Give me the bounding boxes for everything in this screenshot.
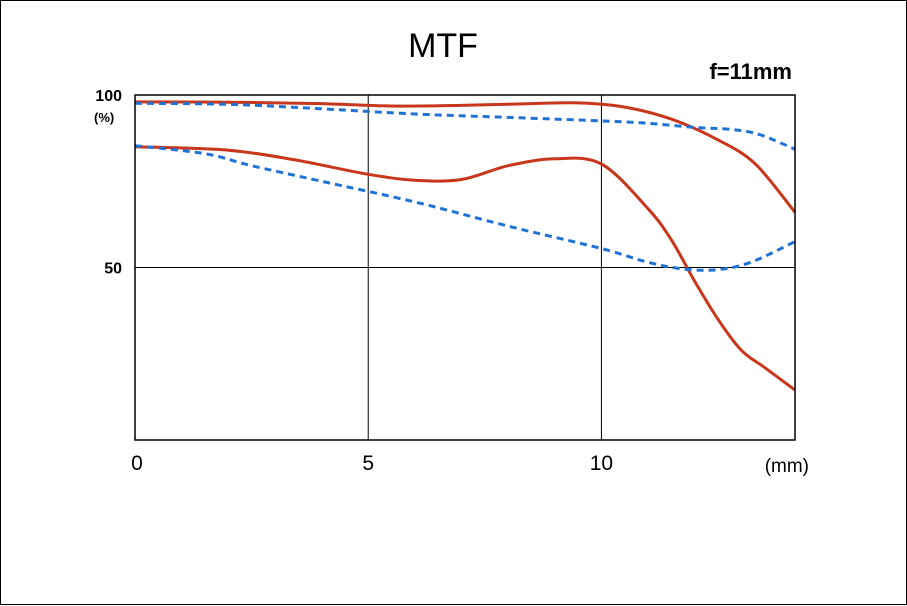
y-axis-unit: (%) xyxy=(94,110,114,125)
x-tick-label-0: 0 xyxy=(131,452,143,475)
y-tick-label-50: 50 xyxy=(104,261,122,278)
series-lines xyxy=(134,100,797,392)
x-tick-label-10: 10 xyxy=(590,452,613,475)
grid-lines xyxy=(135,95,795,440)
series-line-2-dashed xyxy=(134,101,796,151)
x-tick-labels: 0 5 10 xyxy=(131,452,613,475)
chart-title: MTF xyxy=(408,27,478,65)
chart-subtitle: f=11mm xyxy=(709,59,792,84)
series-line-3-dashed xyxy=(134,144,796,272)
plot-area-border xyxy=(134,94,796,441)
y-tick-labels: 100 50 xyxy=(95,88,122,278)
x-tick-label-5: 5 xyxy=(362,452,374,475)
series-line-0-solid xyxy=(134,100,797,214)
y-tick-label-100: 100 xyxy=(95,88,122,105)
series-line-1-solid xyxy=(134,145,796,392)
x-axis-unit: (mm) xyxy=(765,456,809,477)
